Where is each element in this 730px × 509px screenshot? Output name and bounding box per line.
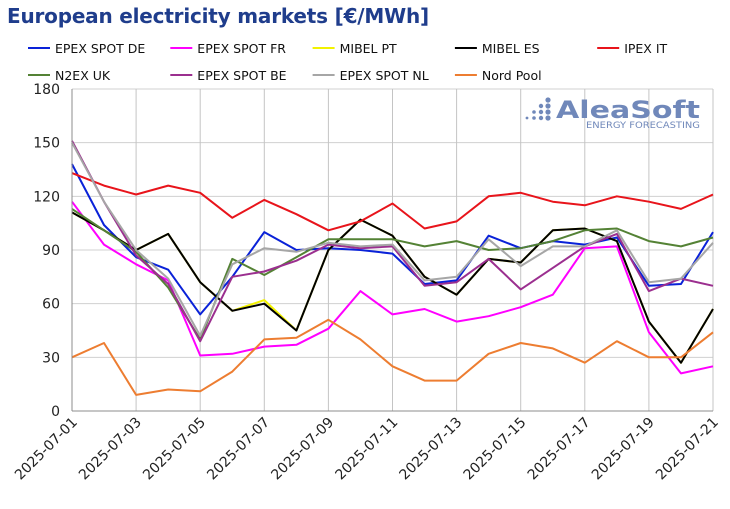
legend-item-mibel-pt: MIBEL PT (312, 41, 397, 56)
legend-item-epex-spot-de: EPEX SPOT DE (28, 41, 145, 56)
series-line-epex-spot-nl (71, 142, 714, 337)
legend: EPEX SPOT DE EPEX SPOT FR MIBEL PT MIBEL ES… (28, 41, 668, 83)
y-tick-label: 150 (33, 136, 60, 152)
legend-item-epex-spot-nl: EPEX SPOT NL (312, 68, 429, 83)
legend-label-mibel-es: MIBEL ES (482, 41, 540, 56)
legend-item-epex-spot-fr: EPEX SPOT FR (170, 41, 286, 56)
series-layer (71, 140, 714, 396)
legend-label-ipex-it: IPEX IT (624, 41, 667, 56)
grid-layer (72, 88, 714, 411)
y-tick-label: 30 (42, 350, 60, 366)
legend-item-ipex-it: IPEX IT (597, 41, 668, 56)
series-line-epex-spot-de (71, 163, 714, 316)
x-tick-label: 2025-07-15 (461, 415, 530, 484)
x-tick-label: 2025-07-05 (140, 415, 209, 484)
x-tick-label: 2025-07-07 (204, 415, 273, 484)
y-tick-label: 0 (51, 404, 60, 420)
legend-item-epex-spot-be: EPEX SPOT BE (170, 68, 287, 83)
series-line-nord-pool (71, 318, 714, 396)
legend-item-n2ex-uk: N2EX UK (28, 68, 111, 83)
aleasoft-logo-tagline: ENERGY FORECASTING (586, 121, 700, 131)
legend-label-epex-spot-de: EPEX SPOT DE (55, 41, 145, 56)
x-tick-label: 2025-07-17 (525, 415, 594, 484)
x-tick-label: 2025-07-13 (397, 415, 466, 484)
x-tick-label: 2025-07-21 (653, 415, 722, 484)
legend-label-mibel-pt: MIBEL PT (340, 41, 397, 56)
legend-label-epex-spot-nl: EPEX SPOT NL (340, 68, 429, 83)
x-tick-label: 2025-07-11 (332, 415, 401, 484)
aleasoft-logo: AleaSoft ENERGY FORECASTING (525, 96, 700, 131)
series-line-ipex-it (71, 172, 714, 232)
y-tick-label: 120 (33, 189, 60, 205)
series-line-mibel-es (71, 211, 714, 364)
x-tick-label: 2025-07-09 (268, 415, 337, 484)
x-tick-label: 2025-07-03 (76, 415, 145, 484)
y-tick-label: 60 (42, 297, 60, 313)
legend-label-nord-pool: Nord Pool (482, 68, 542, 83)
legend-label-epex-spot-fr: EPEX SPOT FR (197, 41, 286, 56)
aleasoft-logo-icon (525, 97, 551, 121)
y-tick-label: 180 (33, 82, 60, 98)
legend-item-mibel-es: MIBEL ES (454, 41, 540, 56)
legend-label-n2ex-uk: N2EX UK (55, 68, 111, 83)
series-line-epex-spot-be (71, 140, 714, 343)
chart-title: European electricity markets [€/MWh] (7, 4, 429, 28)
x-tick-label: 2025-07-19 (589, 415, 658, 484)
legend-item-nord-pool: Nord Pool (454, 68, 542, 83)
x-tick-label: 2025-07-01 (12, 415, 81, 484)
aleasoft-logo-name: AleaSoft (556, 96, 700, 124)
y-tick-label: 90 (42, 243, 60, 259)
legend-label-epex-spot-be: EPEX SPOT BE (197, 68, 286, 83)
